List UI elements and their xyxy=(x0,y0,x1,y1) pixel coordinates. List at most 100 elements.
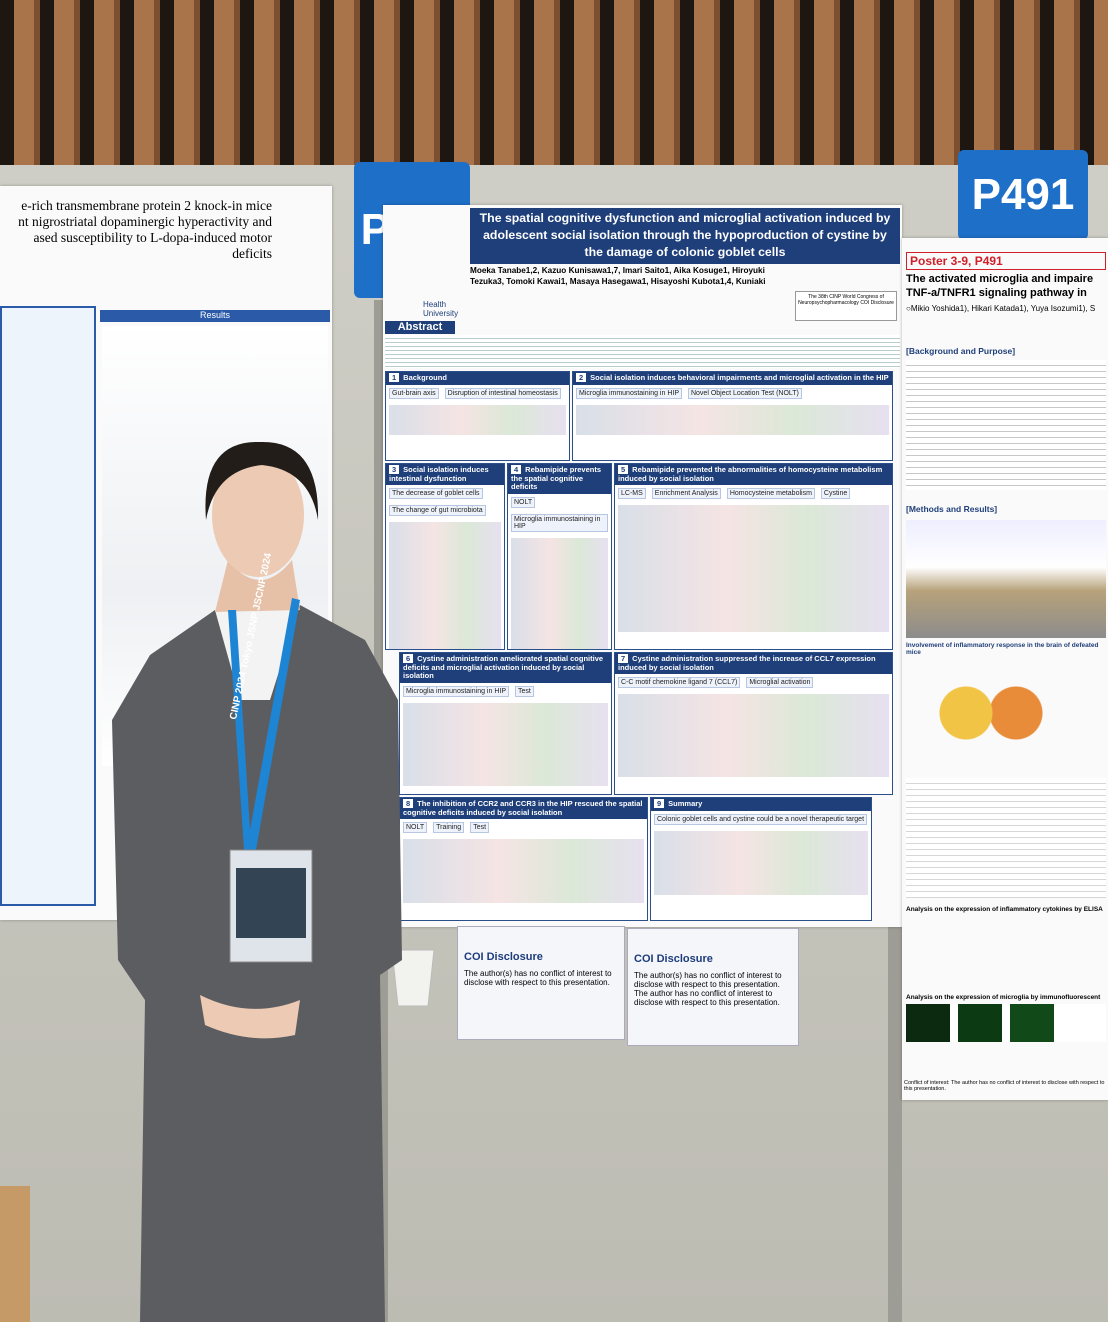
section-header: 8 The inhibition of CCR2 and CCR3 in the … xyxy=(400,798,647,820)
section-heading: Background xyxy=(403,373,447,382)
figure xyxy=(389,404,566,435)
section-header: 7 Cystine administration suppressed the i… xyxy=(615,653,892,675)
poster-section: 8 The inhibition of CCR2 and CCR3 in the … xyxy=(399,797,648,921)
section-heading: Involvement of inflammatory response in … xyxy=(906,642,1099,656)
right-poster: Poster 3-9, P491 The activated microglia… xyxy=(902,238,1108,1100)
section-number: 4 xyxy=(511,465,522,474)
figure-label: Gut-brain axis xyxy=(389,387,439,399)
lanyard xyxy=(228,598,300,850)
figure-label: Colonic goblet cells and cystine could b… xyxy=(654,813,868,825)
poster-title: The spatial cognitive dysfunction and mi… xyxy=(470,208,900,264)
section-number: 9 xyxy=(654,799,665,808)
poster-section: 4 Rebamipide prevents the spatial cogniti… xyxy=(507,463,612,650)
poster-section: 3 Social isolation induces intestinal dys… xyxy=(385,463,505,650)
section-heading: The inhibition of CCR2 and CCR3 in the H… xyxy=(403,799,643,817)
poster-section: 5 Rebamipide prevented the abnormalities … xyxy=(614,463,893,650)
figure-label: Microglia immunostaining in HIP xyxy=(403,685,509,697)
poster-footer: Conflict of interest: The author has no … xyxy=(904,1080,1105,1092)
figure xyxy=(511,537,608,649)
section-heading: Rebamipide prevents the spatial cognitiv… xyxy=(511,465,602,492)
poster-section: 2 Social isolation induces behavioral imp… xyxy=(572,371,893,461)
figure-label: NOLT xyxy=(403,822,428,834)
section-number: 3 xyxy=(389,465,400,474)
title-line: e-rich transmembrane protein 2 knock-in … xyxy=(21,198,272,213)
title-line: The activated microglia and impaire xyxy=(906,273,1094,285)
section-heading: Results xyxy=(100,310,330,322)
coi-card: COI Disclosure The author(s) has no conf… xyxy=(457,926,625,1040)
suit xyxy=(112,605,402,1322)
board-label: P491 xyxy=(958,150,1088,240)
figure-label: The decrease of goblet cells xyxy=(389,488,483,500)
section-header: 9 Summary xyxy=(651,798,871,811)
section-number: 1 xyxy=(389,373,400,382)
hands xyxy=(200,995,300,1039)
figure-label: Training xyxy=(433,822,465,834)
figure-label: Microglial activation xyxy=(746,677,814,689)
section-heading: Rebamipide prevented the abnormalities o… xyxy=(618,465,883,483)
coi-card: COI Disclosure The author(s) has no conf… xyxy=(627,928,799,1046)
figure xyxy=(618,505,889,633)
poster-section: 1 Background Gut-brain axis Disruption of i… xyxy=(385,371,570,461)
figure-label: Novel Object Location Test (NOLT) xyxy=(687,387,802,399)
figure-label: Test xyxy=(514,685,534,697)
figure-label: The change of gut microbiota xyxy=(389,505,486,517)
table-figure xyxy=(906,778,1106,898)
section-heading: [Background and Purpose] xyxy=(906,346,1016,356)
section-header: 3 Social isolation induces intestinal dys… xyxy=(386,464,504,486)
figure xyxy=(403,702,608,786)
figure xyxy=(654,830,868,895)
figure xyxy=(618,694,889,778)
coi-text: The author(s) has no conflict of interes… xyxy=(634,971,782,1007)
figure xyxy=(389,522,501,649)
figure-label: Cystine xyxy=(820,488,851,500)
figure-label: Homocysteine metabolism xyxy=(726,488,815,500)
main-poster: The spatial cognitive dysfunction and mi… xyxy=(383,205,902,927)
figure-label: NOLT xyxy=(511,496,536,508)
abstract-text xyxy=(385,335,900,368)
section-heading: Summary xyxy=(668,799,703,808)
left-poster-title: e-rich transmembrane protein 2 knock-in … xyxy=(0,198,272,262)
text-block xyxy=(906,360,1106,490)
figure-label: LC-MS xyxy=(618,488,646,500)
section-header: 6 Cystine administration ameliorated spat… xyxy=(400,653,611,683)
section-header: 4 Rebamipide prevents the spatial cogniti… xyxy=(508,464,611,494)
figure xyxy=(403,839,644,904)
figure-label: Test xyxy=(470,822,490,834)
section-header: 5 Rebamipide prevented the abnormalities … xyxy=(615,464,892,486)
badge-card xyxy=(236,868,306,938)
university: Health University xyxy=(423,300,459,318)
section-heading: Social isolation induces behavioral impa… xyxy=(590,373,889,382)
coi-box: The 38th CINP World Congress of Neuropsy… xyxy=(795,291,897,321)
figure xyxy=(906,520,1106,638)
poster-section: 7 Cystine administration suppressed the i… xyxy=(614,652,893,795)
section-number: 7 xyxy=(618,654,629,663)
title-line: ased susceptibility to L-dopa-induced mo… xyxy=(33,230,272,261)
poster-authors: ○Mikio Yoshida1), Hikari Katada1), Yuya … xyxy=(906,304,1096,313)
poster-title: The activated microglia and impaire TNF-… xyxy=(906,272,1108,300)
section-heading: Analysis on the expression of inflammato… xyxy=(906,906,1103,913)
poster-section: 6 Cystine administration ameliorated spat… xyxy=(399,652,612,795)
abstract-heading: Abstract xyxy=(385,321,455,334)
neck xyxy=(215,560,300,612)
poster-section: 9 Summary Colonic goblet cells and cystine… xyxy=(650,797,872,921)
section-number: 5 xyxy=(618,465,629,474)
title-line: TNF-a/TNFR1 signaling pathway in xyxy=(906,287,1087,299)
coi-heading: COI Disclosure xyxy=(634,953,713,965)
figure-label: Enrichment Analysis xyxy=(651,488,721,500)
figure-label: C-C motif chemokine ligand 7 (CCL7) xyxy=(618,677,741,689)
face xyxy=(212,453,304,577)
hair xyxy=(205,441,319,520)
section-header: 2 Social isolation induces behavioral imp… xyxy=(573,372,892,385)
coi-text: The author(s) has no conflict of interes… xyxy=(464,969,612,987)
venn-figure xyxy=(906,658,1106,768)
section-number: 2 xyxy=(576,373,587,382)
section-heading: [Methods and Results] xyxy=(906,504,998,514)
paper-cup xyxy=(391,949,435,1007)
poster-panel xyxy=(0,306,96,906)
coi-heading: COI Disclosure xyxy=(464,951,543,963)
section-header: 1 Background xyxy=(386,372,569,385)
figure xyxy=(576,404,889,435)
poster-banner: Poster 3-9, P491 xyxy=(906,252,1106,270)
title-line: nt nigrostriatal dopaminergic hyperactiv… xyxy=(18,214,272,229)
